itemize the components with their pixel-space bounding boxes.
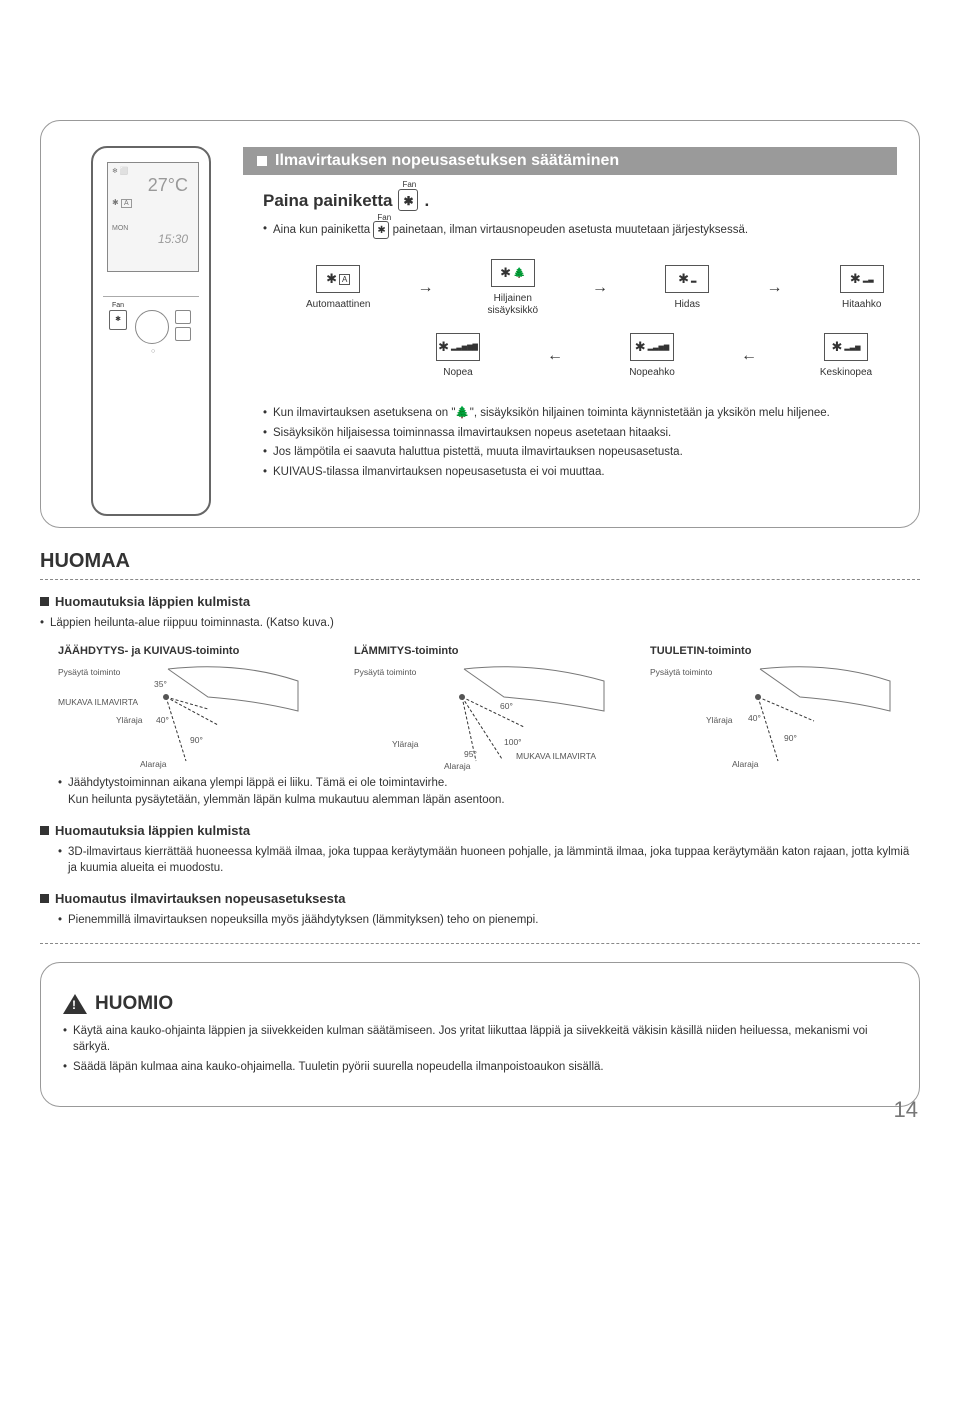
list-item: Käytä aina kauko-ohjainta läppien ja sii… [63,1023,897,1056]
list-item: Sisäyksikön hiljaisessa toiminnassa ilma… [263,425,897,442]
speed-icon-fast: ✱▂▃▅▆▇ [436,333,480,361]
list-item: Kun ilmavirtauksen asetuksena on "🌲", si… [263,405,897,422]
mode-figure-fan: Pysäytä toiminto Yläraja 40° 90° Alaraja [650,661,920,769]
mode-figure-cooling: Pysäytä toiminto 35° MUKAVA ILMAVIRTA Yl… [58,661,328,769]
list-item: KUIVAUS-tilassa ilmanvirtauksen nopeusas… [263,464,897,481]
remote-lcd: ❄ ⬜ 27°C ✱ A MON 15:30 [107,162,199,272]
arrow-right-icon: → [767,279,783,297]
mode-title-heating: LÄMMITYS-toiminto [354,645,624,657]
subheading-speed-note: Huomautus ilmavirtauksen nopeusasetukses… [40,891,920,906]
after-fig-bullet: Jäähdytystoiminnan aikana ylempi läppä e… [58,775,920,808]
arrow-left-icon: ← [741,347,757,365]
speed-icon-slowish: ✱▂▃ [840,265,884,293]
section-title: Ilmavirtauksen nopeusasetuksen säätämine… [275,152,619,170]
huomio-heading: HUOMIO [63,993,897,1015]
panel-caution: HUOMIO Käytä aina kauko-ohjainta läppien… [40,962,920,1107]
speed-icon-fastish: ✱▂▃▅▆ [630,333,674,361]
speed-flow-diagram: ✱A Automaattinen → ✱🌲 Hiljainen sisäyksi… [263,253,897,387]
section-title-bar: Ilmavirtauksen nopeusasetuksen säätämine… [243,147,897,175]
huomaa-heading: HUOMAA [40,550,920,573]
remote-knob [135,310,169,344]
square-bullet-icon [40,826,49,835]
speed-icon-medium: ✱▂▃▅ [824,333,868,361]
press-button-heading: Paina painiketta ✱ . [263,189,897,211]
speed-icon-quiet: ✱🌲 [491,259,535,287]
dashed-divider [40,943,920,944]
subheading-flap-angles-1: Huomautuksia läppien kulmista [40,594,920,609]
intro-bullet: Aina kun painiketta ✱ painetaan, ilman v… [263,221,897,239]
arrow-right-icon: → [418,279,434,297]
remote-side-buttons [175,310,191,341]
list-item: Säädä läpän kulmaa aina kauko-ohjaimella… [63,1059,897,1076]
fan-key-icon-inline: ✱ [373,221,389,239]
remote-illustration: ❄ ⬜ 27°C ✱ A MON 15:30 ✱ ○ [91,146,221,516]
mode-title-cooling: JÄÄHDYTYS- ja KUIVAUS-toiminto [58,645,328,657]
dashed-divider [40,579,920,580]
page-number: 14 [894,1097,918,1123]
arrow-right-icon: → [592,279,608,297]
square-bullet-icon [40,597,49,606]
panel-fan-speed: ❄ ⬜ 27°C ✱ A MON 15:30 ✱ ○ Ilmavirtaukse… [40,120,920,528]
speed-icon-auto: ✱A [316,265,360,293]
list-item: 3D-ilmavirtaus kierrättää huoneessa kylm… [58,844,920,877]
fan-key-icon: ✱ [398,189,418,211]
square-bullet-icon [257,156,267,166]
list-item: Jos lämpötila ei saavuta haluttua pistet… [263,444,897,461]
mode-figures-row: JÄÄHDYTYS- ja KUIVAUS-toiminto Pysäytä t… [58,645,920,769]
mode-title-fan: TUULETIN-toiminto [650,645,920,657]
warning-triangle-icon [63,994,87,1014]
list-item: Pienemmillä ilmavirtauksen nopeuksilla m… [58,912,920,929]
lcd-day: MON [112,225,194,232]
speed-icon-slow: ✱▂ [665,265,709,293]
subheading-flap-angles-2: Huomautuksia läppien kulmista [40,823,920,838]
square-bullet-icon [40,894,49,903]
arrow-left-icon: ← [547,347,563,365]
flap-range-bullet: Läppien heilunta-alue riippuu toiminnast… [40,615,920,632]
remote-fan-button[interactable]: ✱ [109,310,127,330]
lcd-time: 15:30 [112,232,194,246]
lcd-temp: 27°C [112,175,194,196]
mode-figure-heating: Pysäytä toiminto 60° Yläraja 95° 100° MU… [354,661,624,769]
